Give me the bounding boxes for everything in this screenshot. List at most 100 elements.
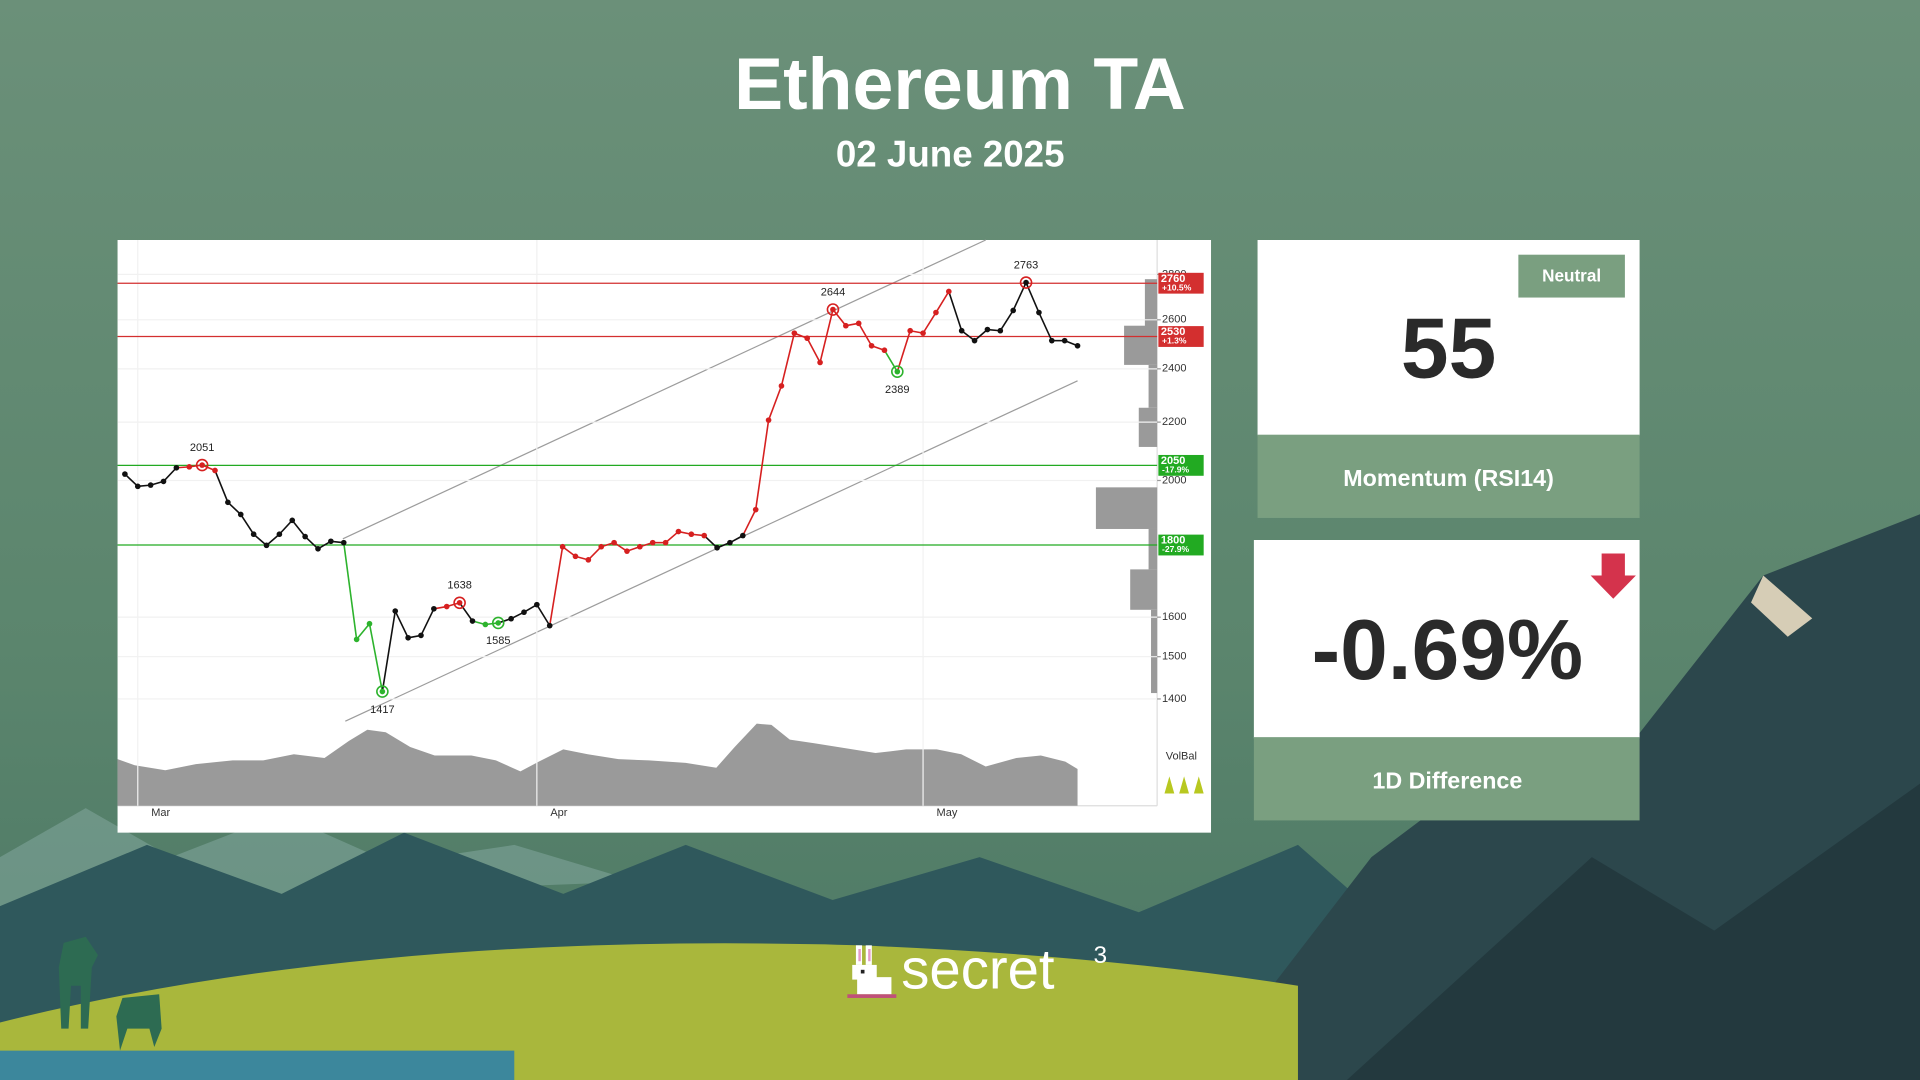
momentum-status: Neutral — [1542, 265, 1601, 285]
data-point — [469, 618, 476, 624]
data-point — [971, 337, 978, 344]
data-point — [881, 347, 888, 354]
line-segment — [948, 291, 963, 331]
value-label: 2389 — [885, 384, 910, 396]
y-tick-label: 2200 — [1162, 416, 1187, 428]
data-point — [1074, 342, 1081, 349]
extreme-marker — [195, 458, 209, 472]
value-label: 1585 — [486, 635, 511, 647]
value-label: 2051 — [190, 442, 215, 454]
momentum-label: Momentum (RSI14) — [1343, 465, 1554, 491]
difference-card: -0.69% 1D Difference — [1253, 540, 1640, 821]
data-point — [714, 544, 720, 551]
data-point — [212, 467, 218, 474]
level-value: 2530 — [1161, 326, 1186, 338]
line-segment — [304, 535, 319, 550]
line-segment — [1038, 312, 1053, 341]
data-point — [804, 335, 811, 342]
line-segment — [742, 509, 757, 536]
rabbit-icon — [847, 945, 897, 998]
extreme-marker — [376, 685, 389, 698]
extreme-marker — [891, 365, 904, 378]
line-segment — [883, 349, 899, 373]
data-point — [405, 634, 411, 641]
card-footer — [1257, 434, 1640, 518]
data-point — [431, 605, 437, 612]
data-point — [1036, 309, 1042, 316]
brand-logo: secret 3 — [847, 937, 1107, 1000]
trend-channel — [345, 380, 1078, 722]
value-label: 1638 — [447, 580, 472, 592]
data-point — [392, 608, 399, 614]
line-segment — [420, 608, 435, 636]
data-point — [933, 309, 939, 316]
value-label: 2763 — [1014, 259, 1039, 271]
x-tick-label: May — [937, 807, 958, 819]
data-point — [997, 327, 1004, 334]
line-segment — [767, 385, 783, 421]
y-tick-label: 2000 — [1162, 474, 1187, 486]
data-point — [765, 417, 772, 423]
volume-label: VolBal — [1166, 751, 1197, 763]
data-point — [353, 636, 360, 643]
line-segment — [214, 470, 229, 503]
volume-arrows — [1164, 776, 1204, 794]
y-tick-label: 1500 — [1162, 651, 1187, 663]
data-point — [817, 359, 823, 366]
line-segment — [278, 519, 293, 535]
line-segment — [896, 330, 911, 372]
line-segment — [356, 623, 371, 640]
data-point — [495, 620, 502, 626]
data-point — [250, 531, 257, 538]
data-point — [122, 471, 128, 477]
data-point — [1010, 307, 1016, 314]
data-point — [302, 533, 308, 540]
line-segment — [458, 602, 474, 622]
data-point — [701, 532, 708, 539]
data-point — [263, 542, 270, 549]
trend-channel — [342, 239, 986, 540]
level-tag — [1158, 326, 1204, 347]
data-point — [546, 622, 553, 629]
x-tick-label: Mar — [151, 807, 170, 819]
data-point — [276, 531, 283, 538]
data-point — [1023, 279, 1029, 286]
data-point — [675, 528, 682, 535]
chart-panel: VolBal 14001500160020002200240026002800M… — [117, 239, 1212, 833]
data-point — [482, 621, 489, 628]
status-badge — [1518, 254, 1625, 298]
brand-superscript: 3 — [1093, 942, 1107, 969]
line-segment — [162, 467, 177, 482]
y-tick-label: 2400 — [1162, 363, 1187, 375]
data-point — [160, 478, 167, 485]
data-point — [328, 538, 334, 545]
data-point — [958, 327, 965, 334]
difference-label: 1D Difference — [1372, 768, 1522, 794]
data-point — [649, 539, 656, 546]
data-point — [945, 288, 952, 295]
level-value: 2760 — [1161, 273, 1186, 285]
data-point — [237, 511, 244, 518]
data-point — [1061, 337, 1068, 344]
line-segment — [265, 533, 280, 546]
data-point — [778, 383, 785, 389]
line-segment — [999, 310, 1014, 332]
line-segment — [548, 546, 564, 626]
data-point — [894, 368, 901, 375]
data-point — [868, 342, 875, 349]
line-segment — [342, 542, 358, 640]
data-point — [920, 330, 926, 336]
data-point — [521, 609, 527, 616]
line-segment — [806, 337, 821, 363]
data-point — [740, 532, 746, 539]
data-point — [637, 543, 643, 550]
data-point — [559, 543, 566, 550]
data-point — [598, 543, 605, 550]
level-change: +1.3% — [1162, 336, 1187, 346]
data-point — [752, 506, 759, 513]
line-segment — [974, 328, 988, 342]
line-segment — [394, 610, 409, 639]
line-segment — [587, 546, 602, 561]
data-point — [534, 601, 540, 608]
